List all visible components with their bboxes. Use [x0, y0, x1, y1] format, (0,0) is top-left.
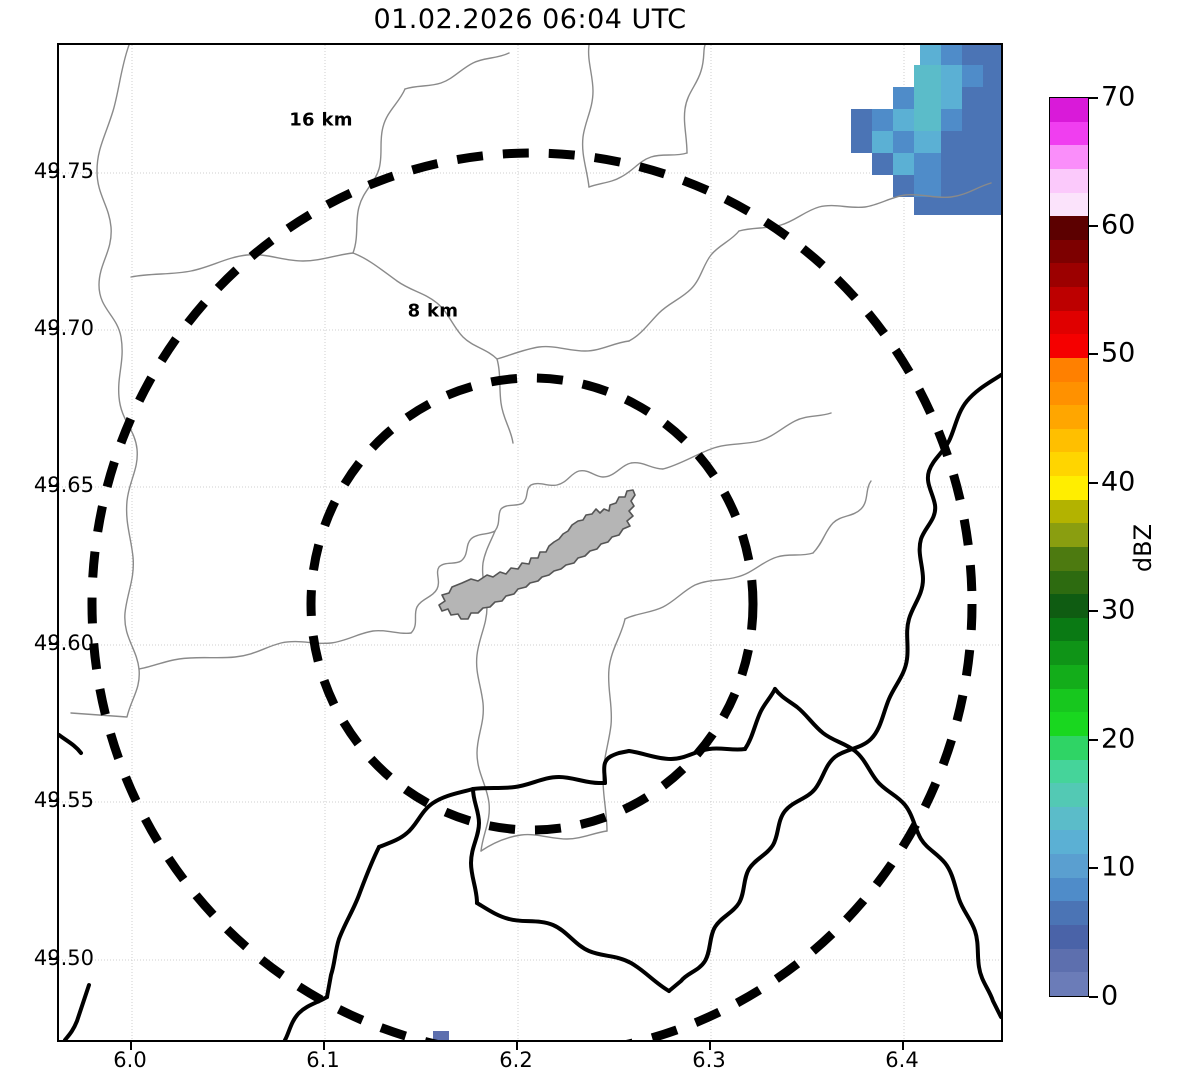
- x-tick-label: 6.0: [113, 1048, 147, 1072]
- y-tick-mark: [49, 958, 57, 960]
- colorbar-band: [1050, 98, 1088, 122]
- plot-clip-region: [59, 45, 1001, 1040]
- colorbar-band: [1050, 310, 1088, 335]
- colorbar-tick-mark: [1089, 482, 1098, 484]
- y-tick-label: 49.75: [33, 159, 94, 183]
- colorbar-band: [1050, 192, 1088, 217]
- range-rings: [87, 148, 977, 1040]
- y-tick-label: 49.50: [33, 946, 94, 970]
- x-tick-label: 6.3: [692, 1048, 726, 1072]
- colorbar-band: [1050, 972, 1088, 996]
- x-tick-mark: [516, 1042, 518, 1050]
- colorbar-band: [1050, 924, 1088, 949]
- colorbar-band: [1050, 476, 1088, 500]
- colorbar-band: [1050, 168, 1088, 193]
- x-tick-label: 6.4: [885, 1048, 919, 1072]
- colorbar-tick-mark: [1089, 996, 1098, 998]
- colorbar-tick-mark: [1089, 739, 1098, 741]
- colorbar-tick-label: 10: [1101, 851, 1136, 883]
- colorbar-band: [1050, 334, 1088, 358]
- y-tick-mark: [49, 171, 57, 173]
- colorbar-band: [1050, 546, 1088, 571]
- colorbar-band: [1050, 357, 1088, 382]
- colorbar-band: [1050, 901, 1088, 925]
- water-body-polygon: [438, 489, 636, 620]
- colorbar-tick-label: 70: [1101, 81, 1136, 113]
- colorbar-tick-mark: [1089, 867, 1098, 869]
- colorbar-band: [1050, 570, 1088, 595]
- x-tick-mark: [130, 1042, 132, 1050]
- colorbar-band: [1050, 617, 1088, 642]
- colorbar-tick-label: 20: [1101, 723, 1136, 755]
- colorbar-tick-label: 50: [1101, 337, 1136, 369]
- radar-map-plot[interactable]: 16 km 8 km: [57, 43, 1003, 1042]
- colorbar-band: [1050, 287, 1088, 311]
- y-tick-label: 49.70: [33, 316, 94, 340]
- colorbar-tick-label: 60: [1101, 209, 1136, 241]
- range-ring-8km: [306, 373, 758, 835]
- colorbar-band: [1050, 263, 1088, 287]
- y-tick-mark: [49, 643, 57, 645]
- admin-boundaries: [70, 45, 992, 852]
- map-canvas: [59, 45, 1001, 1040]
- x-tick-mark: [902, 1042, 904, 1050]
- x-tick-mark: [709, 1042, 711, 1050]
- colorbar-band: [1050, 948, 1088, 973]
- x-tick-mark: [323, 1042, 325, 1050]
- range-ring-label-8km: 8 km: [407, 300, 459, 322]
- y-tick-label: 49.65: [33, 473, 94, 497]
- colorbar-band: [1050, 783, 1088, 807]
- y-tick-mark: [49, 800, 57, 802]
- colorbar-tick-label: 40: [1101, 466, 1136, 498]
- y-tick-mark: [49, 485, 57, 487]
- y-tick-label: 49.60: [33, 631, 94, 655]
- colorbar-tick-label: 0: [1101, 980, 1119, 1012]
- colorbar-band: [1050, 121, 1088, 146]
- colorbar-tick-mark: [1089, 97, 1098, 99]
- radar-echo-cells: [433, 45, 1001, 1040]
- x-tick-label: 6.2: [499, 1048, 533, 1072]
- colorbar-band: [1050, 452, 1088, 476]
- range-ring-label-16km: 16 km: [289, 109, 353, 131]
- colorbar-band: [1050, 499, 1088, 524]
- colorbar-band: [1050, 523, 1088, 547]
- colorbar-band: [1050, 806, 1088, 831]
- colorbar-band: [1050, 688, 1088, 713]
- colorbar-band: [1050, 641, 1088, 665]
- colorbar-band: [1050, 428, 1088, 453]
- country-border: [59, 373, 1001, 1040]
- colorbar-axis-label: dBZ: [1129, 523, 1157, 573]
- colorbar-tick-mark: [1089, 225, 1098, 227]
- colorbar-band: [1050, 594, 1088, 618]
- colorbar-band: [1050, 145, 1088, 169]
- colorbar-band: [1050, 712, 1088, 736]
- page-title: 01.02.2026 06:04 UTC: [373, 4, 687, 35]
- range-ring-16km: [87, 148, 977, 1040]
- colorbar-band: [1050, 854, 1088, 878]
- colorbar-band: [1050, 381, 1088, 406]
- x-tick-label: 6.1: [306, 1048, 340, 1072]
- colorbar-tick-label: 30: [1101, 594, 1136, 626]
- colorbar-tick-mark: [1089, 610, 1098, 612]
- colorbar-tick-mark: [1089, 353, 1098, 355]
- y-tick-label: 49.55: [33, 788, 94, 812]
- colorbar-band: [1050, 665, 1088, 689]
- colorbar-band: [1050, 735, 1088, 760]
- colorbar-band: [1050, 405, 1088, 429]
- colorbar-band: [1050, 216, 1088, 240]
- colorbar[interactable]: [1049, 97, 1089, 997]
- colorbar-band: [1050, 877, 1088, 902]
- colorbar-band: [1050, 239, 1088, 264]
- y-tick-mark: [49, 328, 57, 330]
- colorbar-band: [1050, 830, 1088, 854]
- colorbar-band: [1050, 759, 1088, 784]
- gridlines: [59, 45, 1001, 1040]
